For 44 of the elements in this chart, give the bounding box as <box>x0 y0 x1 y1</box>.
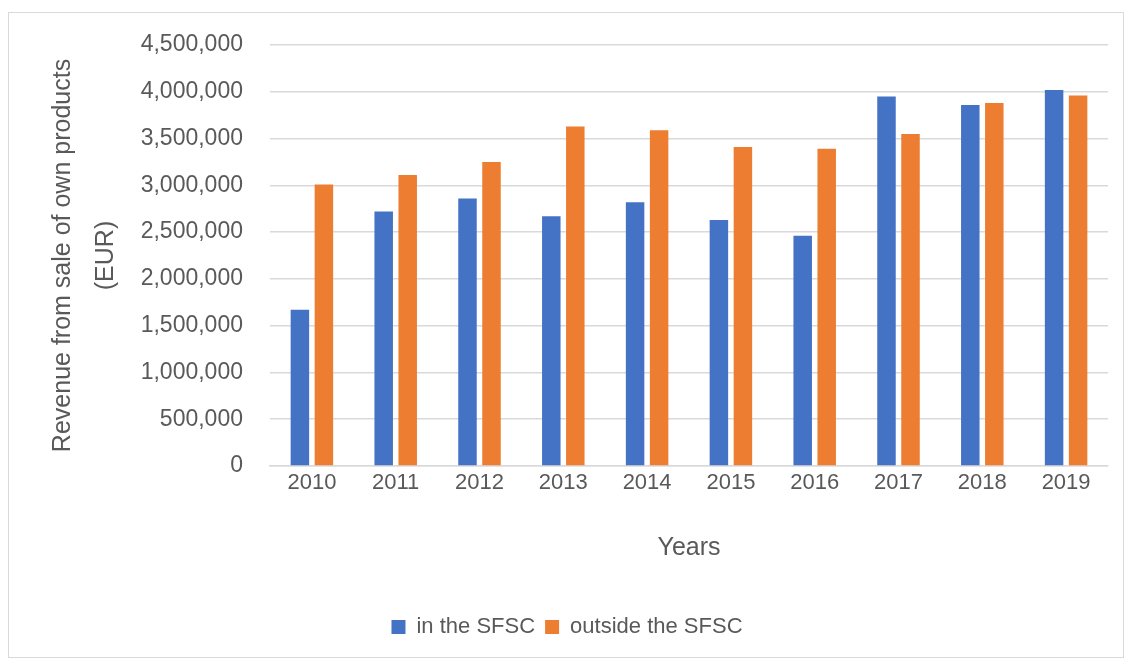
bar <box>290 309 310 466</box>
bar <box>314 184 334 466</box>
y-tick-label: 4,500,000 <box>140 30 243 57</box>
bar <box>398 175 417 466</box>
bar <box>458 198 477 466</box>
x-tick-label: 2011 <box>372 469 420 495</box>
bar <box>961 104 980 466</box>
bar <box>482 161 501 466</box>
bar <box>649 130 669 466</box>
y-tick-label: 3,000,000 <box>140 170 243 197</box>
y-tick-label: 1,000,000 <box>140 357 243 384</box>
x-tick-label: 2010 <box>287 469 337 495</box>
y-tick-label: 2,000,000 <box>140 264 243 291</box>
y-tick-label: 0 <box>230 451 243 478</box>
y-tick-label: 1,500,000 <box>140 311 243 338</box>
bar <box>709 219 729 466</box>
bar <box>566 126 585 466</box>
bar <box>1068 95 1088 466</box>
x-tick-label: 2016 <box>790 469 840 495</box>
x-tick-label: 2014 <box>622 469 672 495</box>
y-tick-label: 2,500,000 <box>140 217 243 244</box>
bar <box>901 133 920 466</box>
legend-label: outside the SFSC <box>570 613 743 639</box>
y-tick-label: 4,000,000 <box>140 77 243 104</box>
y-tick-label: 500,000 <box>159 404 243 431</box>
legend-label: in the SFSC <box>416 613 536 639</box>
bar <box>1044 89 1064 466</box>
y-axis-title: Revenue from sale of own products (EUR) <box>47 58 118 453</box>
x-tick-label: 2012 <box>455 469 504 495</box>
bar <box>793 235 812 466</box>
bar <box>625 202 645 466</box>
x-tick-label: 2013 <box>538 469 588 495</box>
x-axis-title: Years <box>657 531 721 560</box>
x-tick-label: 2017 <box>874 469 923 495</box>
bar <box>733 146 753 466</box>
bar <box>877 96 896 466</box>
x-tick-label: 2015 <box>706 469 756 495</box>
x-tick-label: 2018 <box>957 469 1007 495</box>
bar <box>817 148 836 466</box>
x-tick-label: 2019 <box>1041 469 1091 495</box>
y-tick-label: 3,500,000 <box>140 123 243 150</box>
bar <box>542 216 561 466</box>
bar <box>374 211 393 466</box>
bar <box>985 103 1004 466</box>
